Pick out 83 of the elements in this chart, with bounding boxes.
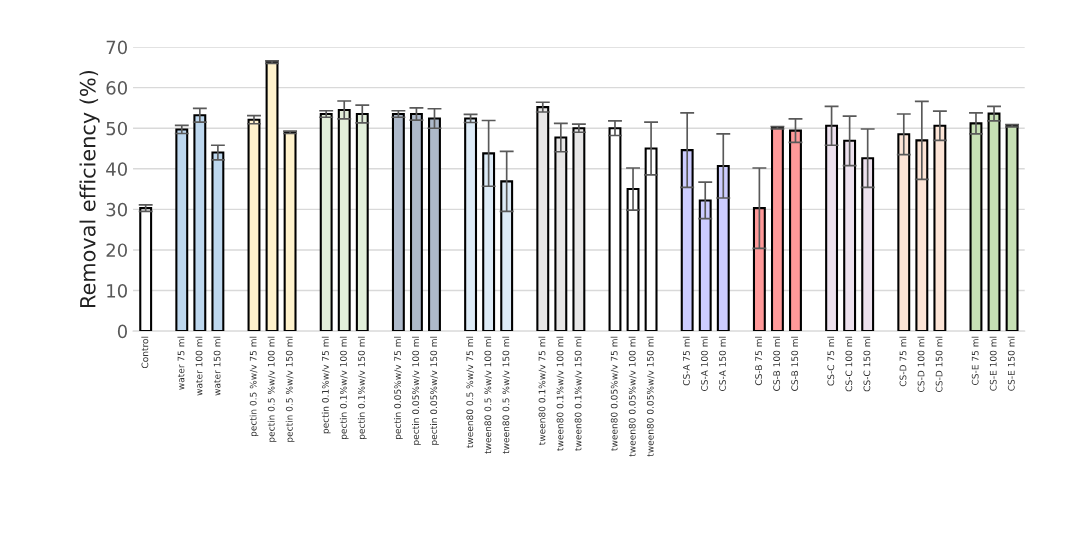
y-tick-label: 20	[106, 243, 127, 258]
bar	[536, 106, 550, 332]
y-tick-label: 50	[106, 121, 127, 136]
x-tick-label: CS-D 150 ml	[935, 336, 943, 392]
bar	[319, 112, 333, 332]
x-tick-label: tween80 0.1%w/v 75 ml	[538, 336, 547, 446]
x-tick-label: CS-B 100 ml	[773, 336, 781, 391]
x-tick-label: CS-B 75 ml	[755, 336, 762, 386]
bar	[1005, 124, 1019, 332]
bar	[915, 139, 929, 332]
x-tick-label: CS-E 150 ml	[1007, 336, 1015, 391]
bar	[626, 188, 640, 332]
bar	[770, 126, 784, 332]
x-tick-label: CS-B 150 ml	[791, 336, 799, 391]
x-tick-label: pectin 0.1%w/v 100 ml	[339, 336, 349, 439]
bar	[608, 127, 622, 332]
x-tick-label: CS-C 100 ml	[845, 336, 853, 392]
bar	[283, 131, 297, 332]
bar	[464, 117, 478, 332]
x-tick-label: tween80 0.5 %w/v 75 ml	[466, 336, 474, 448]
y-tick-label: 30	[106, 202, 127, 217]
bar	[409, 112, 423, 332]
bar	[969, 122, 983, 332]
y-axis-title: Removal efficiency (%)	[79, 70, 100, 307]
x-tick-label: tween80 0.05%w/v 100 ml	[628, 336, 637, 457]
x-tick-label: pectin 0.1%w/v 150 ml	[357, 336, 367, 439]
bar	[428, 117, 441, 332]
bar	[500, 180, 514, 332]
bar	[193, 114, 207, 332]
x-tick-label: pectin 0.1%w/v 75 ml	[321, 336, 331, 434]
x-tick-label: CS-A 100 ml	[700, 336, 708, 391]
bar	[716, 164, 730, 332]
x-tick-label: CS-E 75 ml	[971, 336, 979, 385]
x-tick-label: CS-E 100 ml	[989, 336, 997, 391]
x-tick-label: pectin 0.5 %w/v 150 ml	[285, 336, 295, 442]
bar	[247, 118, 261, 332]
x-tick-label: tween80 0.1%w/v 150 ml	[574, 336, 583, 451]
bar	[933, 124, 947, 332]
bar	[139, 207, 153, 332]
y-tick-label: 40	[106, 162, 127, 176]
y-tick-label: 10	[107, 283, 127, 298]
bar	[897, 133, 911, 332]
bar	[789, 129, 802, 332]
bar	[680, 149, 694, 332]
bar	[843, 139, 857, 332]
bar	[861, 157, 875, 332]
x-tick-label: pectin 0.5 %w/v 100 ml	[267, 336, 277, 442]
x-tick-label: pectin 0.05%w/v 150 ml	[430, 336, 439, 445]
x-tick-label: Control	[141, 336, 149, 369]
x-tick-label: tween80 0.05%w/v 150 ml	[646, 336, 655, 457]
bar	[391, 112, 405, 332]
x-tick-label: pectin 0.05%w/v 100 ml	[412, 336, 421, 445]
x-tick-label: tween80 0.5 %w/v 100 ml	[484, 336, 492, 454]
x-tick-label: CS-A 150 ml	[718, 336, 726, 391]
x-tick-label: water 100 ml	[195, 336, 203, 396]
bar	[698, 199, 712, 332]
x-tick-label: CS-C 75 ml	[827, 336, 835, 386]
x-tick-label: tween80 0.05%w/v 75 ml	[610, 336, 619, 451]
bar	[644, 147, 658, 332]
bar	[554, 136, 568, 332]
x-tick-label: CS-C 150 ml	[863, 336, 871, 392]
x-tick-label: CS-A 75 ml	[682, 336, 690, 386]
bar	[175, 128, 189, 332]
bar	[752, 207, 766, 332]
bar	[337, 108, 351, 332]
x-tick-label: pectin 0.05%w/v 75 ml	[394, 336, 403, 439]
bar	[265, 61, 279, 332]
bar	[355, 112, 369, 332]
y-tick-label: 0	[117, 324, 127, 339]
bar	[572, 127, 586, 332]
x-tick-label: pectin 0.5 %w/v 75 ml	[249, 336, 259, 437]
bar	[987, 112, 1001, 332]
bar	[825, 124, 839, 332]
y-tick-label: 70	[106, 40, 127, 55]
y-tick-label: 60	[106, 81, 127, 95]
x-tick-label: CS-D 75 ml	[899, 336, 907, 387]
x-tick-label: water 150 ml	[213, 336, 221, 396]
x-tick-label: tween80 0.1%w/v 100 ml	[556, 336, 565, 451]
x-tick-label: CS-D 100 ml	[917, 336, 925, 392]
bar	[482, 152, 496, 332]
x-tick-label: tween80 0.5 %w/v 150 ml	[502, 336, 511, 454]
bar	[211, 151, 225, 332]
x-tick-label: water 75 ml	[177, 336, 185, 390]
